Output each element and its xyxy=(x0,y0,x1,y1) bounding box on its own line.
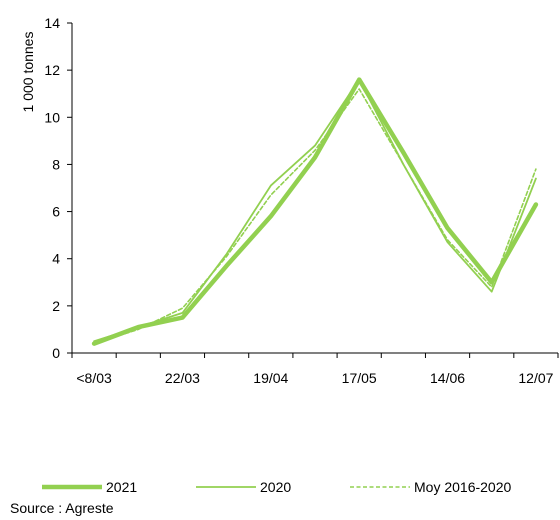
y-axis-title: 1 000 tonnes xyxy=(20,32,36,113)
series-line-2021 xyxy=(91,77,539,346)
x-tick-label: 19/04 xyxy=(253,370,288,386)
x-tick-label: 12/07 xyxy=(518,370,553,386)
x-tick-label: 22/03 xyxy=(165,370,200,386)
series-line-moy-2016-2020 xyxy=(93,88,537,345)
source-note: Source : Agreste xyxy=(10,500,114,516)
legend-label: 2021 xyxy=(106,479,137,495)
series-layer xyxy=(91,77,539,346)
y-tick-label: 8 xyxy=(52,156,60,172)
y-tick-label: 0 xyxy=(52,345,60,361)
series-line-2020 xyxy=(93,78,537,343)
x-tick-label: 14/06 xyxy=(430,370,465,386)
y-tick-label: 4 xyxy=(52,251,60,267)
y-tick-label: 10 xyxy=(44,109,60,125)
y-tick-label: 6 xyxy=(52,204,60,220)
y-tick-label: 2 xyxy=(52,298,60,314)
x-tick-label: <8/03 xyxy=(76,370,112,386)
legend-label: 2020 xyxy=(260,479,291,495)
y-tick-label: 14 xyxy=(44,15,60,31)
y-tick-label: 12 xyxy=(44,62,60,78)
legend-label: Moy 2016-2020 xyxy=(414,479,512,495)
x-tick-label: 17/05 xyxy=(342,370,377,386)
axes: 0 2 4 6 8 10 12 14 <8/03 22/03 19/04 17/05 14/06 12/0… xyxy=(44,15,559,386)
legend: 2021 2020 Moy 2016-2020 xyxy=(42,479,512,495)
